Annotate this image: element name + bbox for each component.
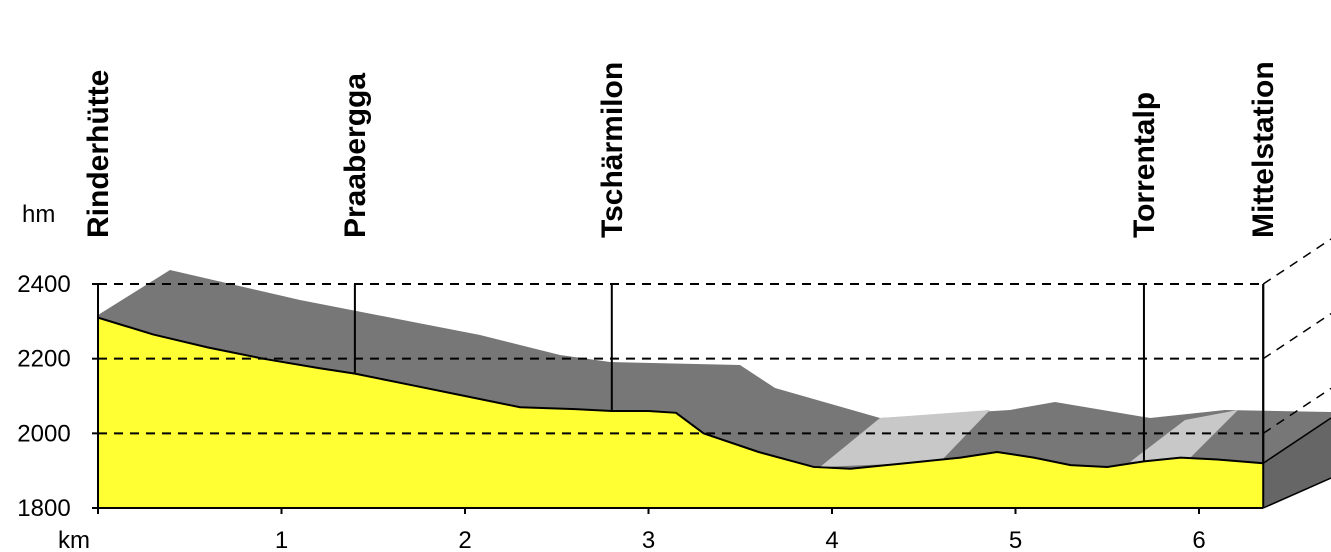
x-tick-label-1: 1 — [275, 527, 288, 552]
waypoint-label-3: Torrentalp — [1128, 92, 1161, 238]
y-axis-unit-label: hm — [22, 201, 55, 228]
y-tick-label-2200: 2200 — [17, 346, 70, 373]
x-tick-label-5: 5 — [1009, 527, 1022, 552]
x-tick-label-2: 2 — [458, 527, 471, 552]
y-tick-label-1800: 1800 — [17, 495, 70, 522]
gridline-perspective-2200 — [1262, 313, 1331, 360]
terrain-light-band — [1130, 410, 1238, 462]
terrain-ridge-layer — [98, 270, 1331, 470]
x-tick-label-3: 3 — [642, 527, 655, 552]
x-tick-label-6: 6 — [1192, 527, 1205, 552]
base-perspective-line — [1262, 477, 1331, 509]
profile-line — [97, 316, 1264, 470]
waypoint-label-1: Praabergga — [339, 73, 372, 238]
x-axis-unit-label: km — [58, 527, 90, 552]
top-perspective-line — [1262, 417, 1331, 464]
profile-area — [98, 317, 1264, 508]
x-tick-label-4: 4 — [825, 527, 838, 552]
profile-layer — [97, 316, 1264, 508]
gridline-perspective-2000 — [1262, 387, 1331, 434]
tick-labels-layer: 1800 2000 2200 2400 1 2 3 4 5 6 — [17, 271, 1205, 552]
y-tick-label-2000: 2000 — [17, 420, 70, 447]
waypoint-label-0: Rinderhütte — [82, 70, 115, 238]
y-tick-label-2400: 2400 — [17, 271, 70, 298]
waypoint-label-2: Tschärmilon — [596, 62, 629, 238]
terrain-side-wall — [1263, 418, 1331, 508]
terrain-side-layer — [1263, 418, 1331, 508]
terrain-dark-band — [990, 405, 1150, 470]
gridline-perspective-2400 — [1262, 238, 1331, 285]
gridlines-layer — [98, 238, 1331, 435]
terrain-ridge-shape — [98, 270, 1331, 469]
waypoint-label-4: Mittelstation — [1247, 61, 1280, 238]
terrain-light-band — [820, 410, 990, 467]
waypoints-layer: Rinderhütte Praabergga Tschärmilon Torrenta… — [82, 61, 1280, 464]
